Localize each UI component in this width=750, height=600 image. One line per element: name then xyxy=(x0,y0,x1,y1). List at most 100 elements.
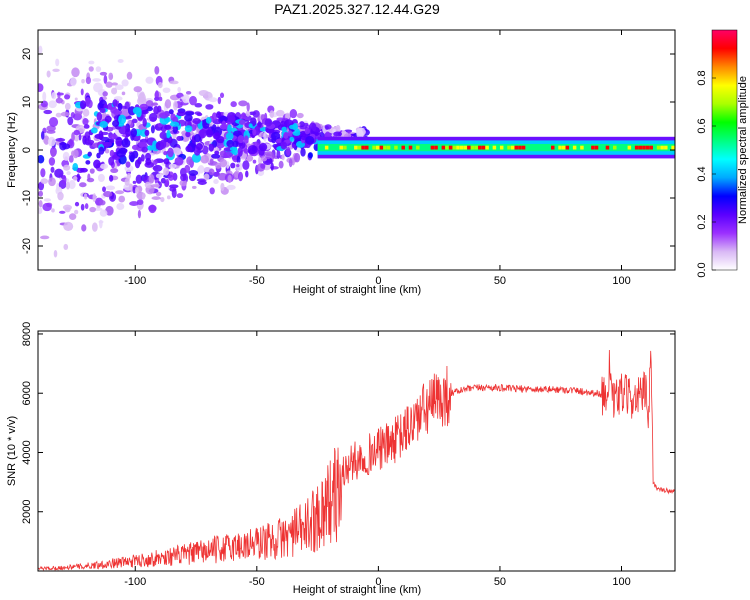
spectrogram-noise-blob xyxy=(50,166,55,173)
signal-band-peak xyxy=(383,145,387,150)
spectrogram-noise-blob xyxy=(55,138,66,142)
spectrogram-noise-blob xyxy=(115,190,125,195)
spectrogram-noise-blob xyxy=(55,112,62,118)
spectrogram-noise-blob xyxy=(51,208,55,213)
spectrogram-noise-blob xyxy=(87,151,92,157)
spectrogram-noise-blob xyxy=(160,177,166,184)
spectrogram-noise-blob xyxy=(74,201,80,207)
signal-band-peak xyxy=(441,145,446,150)
spectrogram-noise-blob xyxy=(109,133,118,140)
spectrogram-noise-blob xyxy=(83,124,90,129)
spectrogram-noise-blob xyxy=(198,89,209,97)
spectrogram-noise-blob xyxy=(335,124,341,133)
signal-band-peak xyxy=(591,145,595,150)
spectrogram-noise-blob xyxy=(265,127,275,134)
spectrogram-noise-blob xyxy=(163,150,168,156)
spectrogram-noise-blob xyxy=(237,146,243,157)
spectrogram-noise-blob xyxy=(311,123,317,132)
spectrogram-noise-blob xyxy=(69,213,77,221)
spectrogram-noise-blob xyxy=(129,201,139,207)
spectrogram-noise-blob xyxy=(96,112,103,122)
spectrogram-noise-blob xyxy=(80,167,88,173)
spectrogram-noise-blob xyxy=(355,127,366,137)
spectrogram-noise-blob xyxy=(216,136,225,144)
colorbar-tick-label: 0.2 xyxy=(696,214,708,229)
spectrogram-noise-blob xyxy=(308,152,313,159)
spectrogram-noise-blob xyxy=(176,193,184,199)
spectrogram-noise-blob xyxy=(63,243,69,250)
spectrogram-noise-blob xyxy=(148,204,157,214)
signal-band-peak xyxy=(664,145,668,150)
spectrogram-noise-blob xyxy=(153,106,160,115)
spectrogram-noise-blob xyxy=(110,168,119,174)
spectrogram-noise-blob xyxy=(88,66,94,72)
spectrogram-noise-blob xyxy=(185,145,193,153)
spectrogram-noise-blob xyxy=(219,115,228,123)
spectrogram-noise-blob xyxy=(70,77,77,87)
spectrogram-noise-blob xyxy=(216,111,222,119)
spectrogram-noise-blob xyxy=(52,68,60,72)
spectrogram-noise-blob xyxy=(193,134,202,143)
spectrogram-noise-blob xyxy=(292,130,301,136)
spectrogram-noise-blob xyxy=(151,196,161,200)
spectrogram-noise-blob xyxy=(84,203,89,210)
spectrogram-noise-blob xyxy=(294,152,301,163)
spectrogram-noise-blob xyxy=(99,209,108,217)
spectrogram-noise-blob xyxy=(48,157,56,166)
spectrogram-noise-blob xyxy=(81,78,85,84)
spectrogram-noise-blob xyxy=(62,151,70,161)
spectrogram-y-axis-title: Frequency (Hz) xyxy=(6,112,18,188)
spectrogram-noise-blob xyxy=(42,202,52,212)
spectrogram-noise-blob xyxy=(176,111,186,117)
spectrogram-noise-blob xyxy=(121,91,126,96)
snr-panel: -100 -50 0 50 100 2000 4000 6000 8000 Height of… xyxy=(6,322,676,596)
signal-band-peak xyxy=(634,145,639,150)
spectrogram-noise-blob xyxy=(115,137,123,147)
signal-band-peak xyxy=(474,145,478,150)
spectrogram-noise-blob xyxy=(85,76,92,85)
spectrogram-noise-blob xyxy=(186,156,194,166)
signal-band-peak xyxy=(467,145,471,150)
signal-band-peak xyxy=(481,145,486,150)
spectrogram-noise-blob xyxy=(173,100,178,111)
spectrogram-noise-blob xyxy=(135,174,143,184)
spectrogram-noise-blob xyxy=(170,113,176,121)
spectrogram-noise-blob xyxy=(276,149,281,159)
spectrogram-noise-blob xyxy=(82,135,87,145)
spectrogram-noise-blob xyxy=(88,60,95,65)
spectrogram-noise-blob xyxy=(158,96,163,102)
spectrogram-noise-blob xyxy=(99,120,108,128)
spectrogram-noise-blob xyxy=(74,97,78,101)
spectrogram-noise-blob xyxy=(38,83,44,92)
spectrogram-noise-blob xyxy=(185,91,192,95)
spectrogram-noise-blob xyxy=(236,155,241,164)
spectrogram-noise-blob xyxy=(120,108,131,117)
spectrogram-noise-blob xyxy=(91,222,98,232)
spectrogram-noise-blob xyxy=(56,92,64,96)
spectrogram-noise-blob xyxy=(54,168,64,178)
colorbar: 0.0 0.2 0.4 0.6 0.8 Normalized spectral ampl… xyxy=(696,29,749,278)
colorbar-label: Normalized spectral amplitude xyxy=(737,76,749,224)
spectrogram-noise-blob xyxy=(289,136,295,142)
spectrogram-noise-blob xyxy=(157,81,163,89)
signal-band-peak xyxy=(445,145,449,150)
colorbar-tick-label: 0.6 xyxy=(696,118,708,133)
spectrogram-noise-blob xyxy=(53,250,58,258)
spectrogram-noise-blob xyxy=(281,126,287,133)
spectrogram-noise-blob xyxy=(74,135,79,142)
signal-band-peak xyxy=(638,145,643,150)
spectrogram-noise-blob xyxy=(305,135,315,145)
signal-band-peak xyxy=(558,145,562,150)
signal-band-peak xyxy=(521,145,526,150)
spectrogram-noise-blob xyxy=(163,167,170,176)
snr-x-tick-label: 0 xyxy=(375,576,381,588)
spectrogram-noise-blob xyxy=(85,97,91,105)
spectrogram-noise-blob xyxy=(130,127,138,138)
spectrogram-noise-blob xyxy=(236,163,240,168)
spectrogram-noise-blob xyxy=(55,97,63,104)
spectrogram-noise-blob xyxy=(257,132,265,138)
signal-band-peak xyxy=(324,145,329,150)
spectrogram-noise-blob xyxy=(64,102,71,111)
spectrogram-noise-blob xyxy=(180,173,187,182)
spectrogram-noise-blob xyxy=(80,88,84,96)
